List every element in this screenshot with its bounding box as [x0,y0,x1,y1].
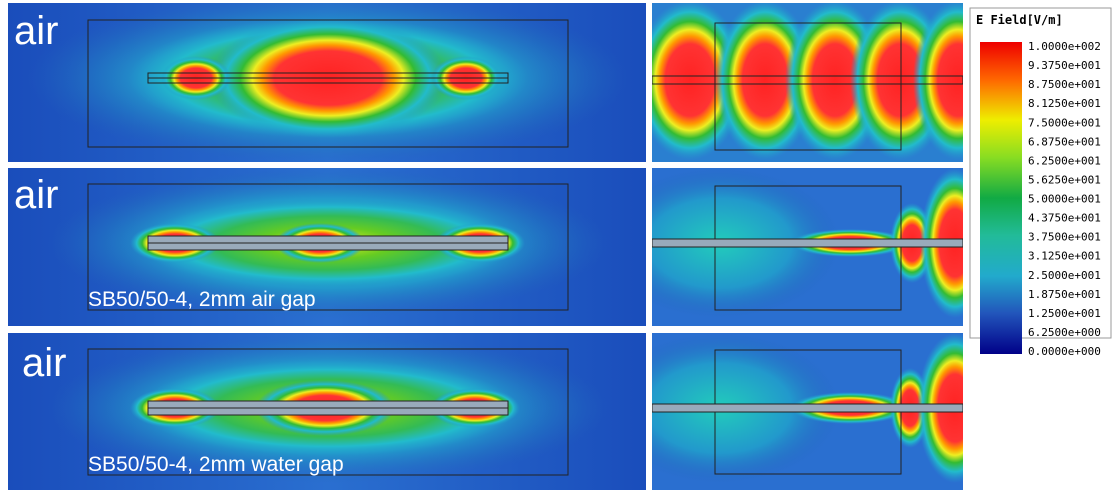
legend-label: 6.2500e+000 [1028,326,1101,339]
figure: air air SB50/50-4, 2mm air gap air SB50/… [0,0,1112,491]
legend-label: 1.0000e+002 [1028,40,1101,53]
legend-label: 1.2500e+001 [1028,307,1101,320]
legend-label: 6.8750e+001 [1028,135,1101,148]
legend-label: 8.7500e+001 [1028,78,1101,91]
panel-caption: SB50/50-4, 2mm water gap [88,453,344,476]
color-bar [980,42,1022,354]
legend-label: 9.3750e+001 [1028,59,1101,72]
legend-label: 4.3750e+001 [1028,212,1101,225]
medium-label: air [22,341,66,385]
medium-label: air [14,173,58,217]
legend-label: 3.1250e+001 [1028,250,1101,263]
color-legend: E Field[V/m] 1.0000e+002 9.3750e+001 8.750… [970,8,1111,358]
legend-label: 8.1250e+001 [1028,97,1101,110]
legend-label: 5.6250e+001 [1028,173,1101,186]
legend-label: 3.7500e+001 [1028,231,1101,244]
legend-label: 5.0000e+001 [1028,193,1101,206]
legend-label: 6.2500e+001 [1028,154,1101,167]
field-panel [600,168,990,326]
medium-label: air [14,9,58,53]
legend-label: 1.8750e+001 [1028,288,1101,301]
field-panel [635,0,1003,162]
legend-label: 7.5000e+001 [1028,116,1101,129]
field-panel [8,0,646,163]
panel-caption: SB50/50-4, 2mm air gap [88,288,316,311]
field-panel [600,333,993,490]
legend-label: 2.5000e+001 [1028,269,1101,282]
legend-label: 0.0000e+000 [1028,345,1101,358]
legend-title: E Field[V/m] [976,13,1063,27]
